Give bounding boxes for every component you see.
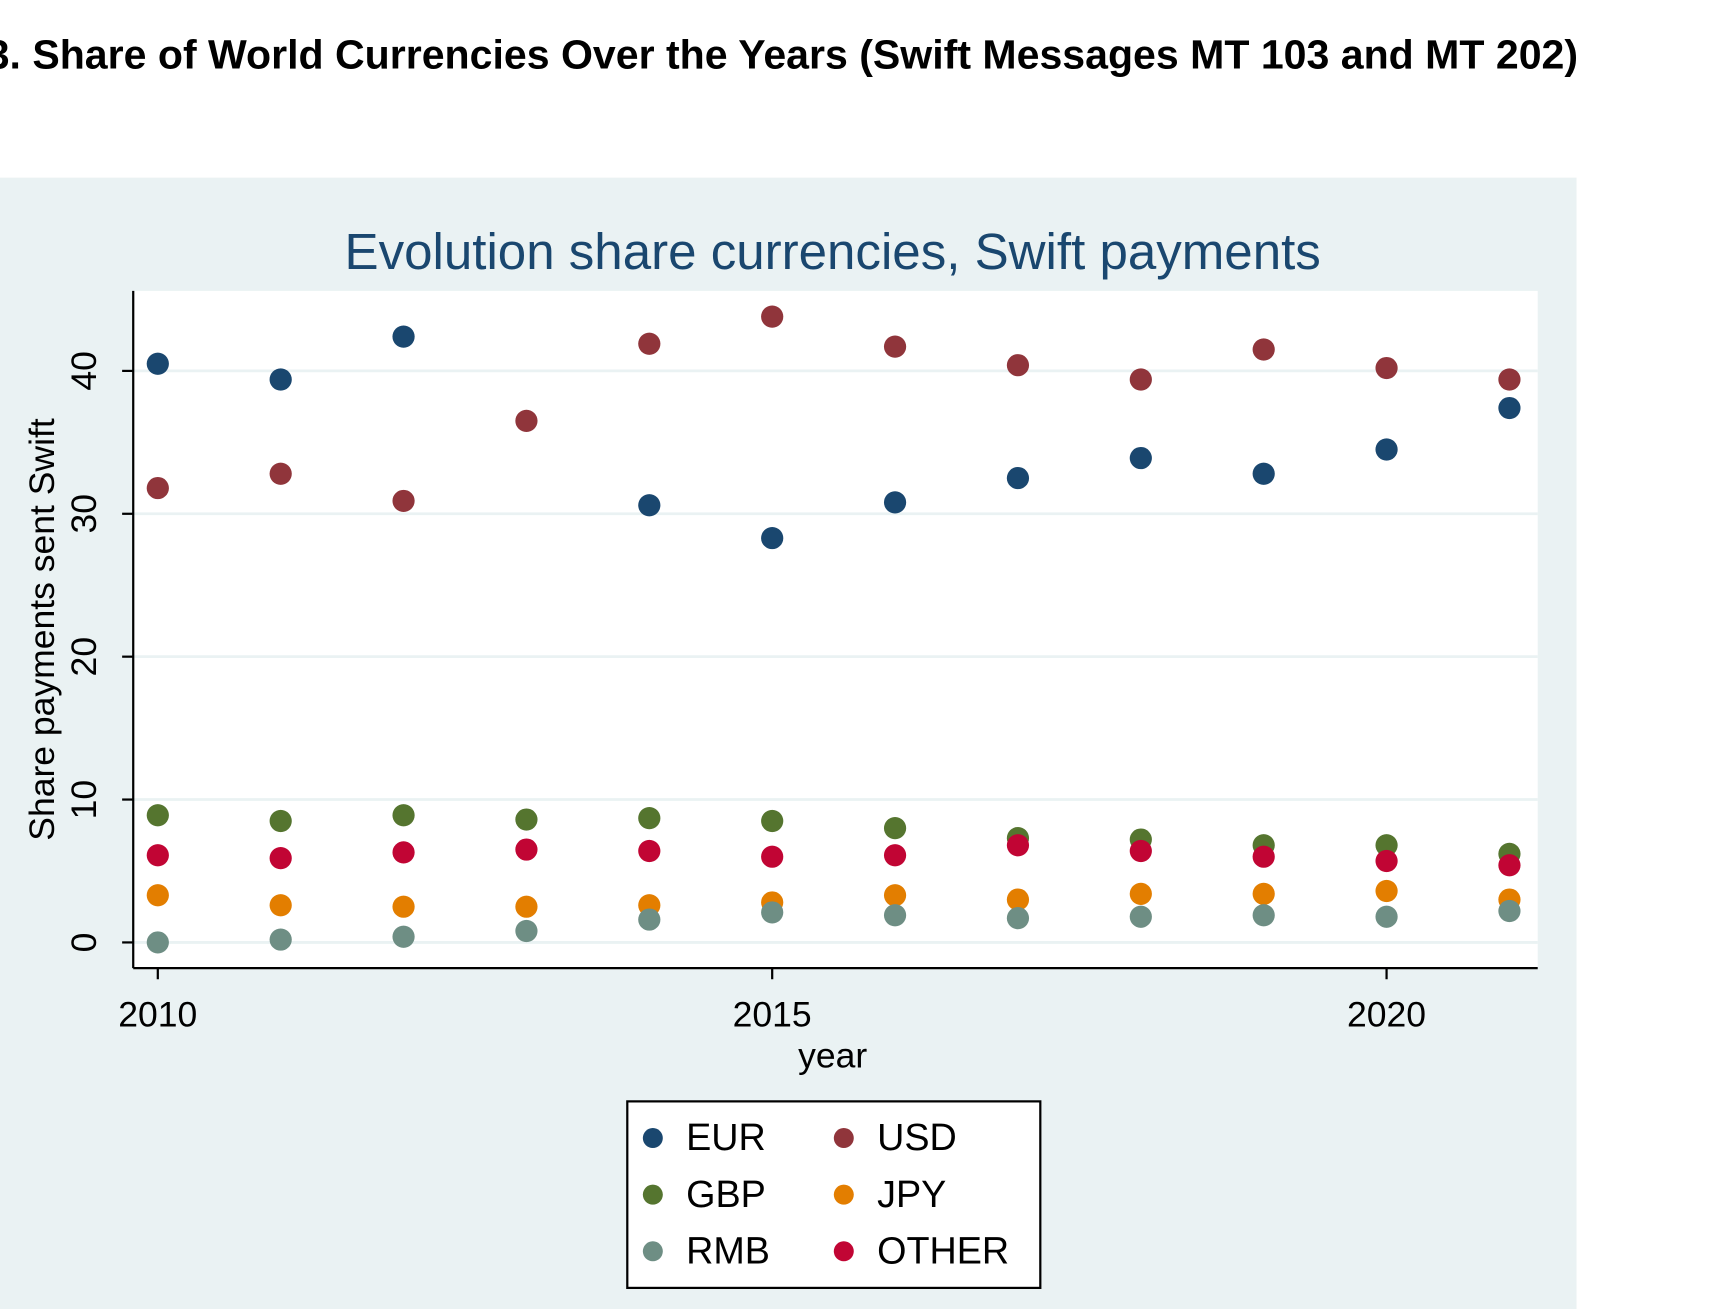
legend-marker [833,1241,854,1262]
x-tick-label: 2010 [118,994,197,1034]
data-point [883,884,907,907]
data-point [638,332,661,355]
legend-marker [833,1184,854,1205]
data-point [392,895,415,918]
data-point [1006,907,1030,930]
x-tick-label: 2020 [1347,994,1426,1034]
data-point [638,839,661,863]
data-point [269,462,292,485]
figure-heading: 3. Share of World Currencies Over the Ye… [0,32,1578,78]
data-point [269,847,292,870]
data-point [269,809,292,833]
data-point [269,894,292,917]
data-point [883,491,907,514]
data-point [1375,834,1398,857]
x-axis-label: year [798,1035,867,1075]
data-point [146,884,169,907]
data-point [883,335,907,358]
legend-marker [642,1184,663,1205]
data-point [1252,845,1275,868]
data-point [1129,905,1152,928]
data-point [146,352,169,375]
legend-marker [642,1128,663,1149]
legend-label: RMB [686,1229,770,1271]
data-point [638,807,661,830]
legend-label: GBP [686,1173,766,1215]
data-point [1129,368,1152,391]
data-point [1006,354,1030,377]
data-point [515,919,538,943]
y-tick-label: 30 [64,494,104,534]
y-tick-label: 0 [64,933,104,953]
data-point [1375,879,1398,903]
data-point [1252,338,1275,361]
data-point [761,305,784,328]
data-point [515,838,538,861]
data-point [146,476,169,500]
data-point [392,804,415,827]
y-tick-label: 40 [64,351,104,391]
legend-label: OTHER [877,1229,1009,1271]
data-point [638,494,661,517]
legend-label: JPY [877,1173,946,1215]
data-point [1498,854,1521,877]
y-tick-label: 20 [64,637,104,677]
data-point [761,901,784,924]
y-tick-label: 10 [64,780,104,820]
data-point [146,844,169,867]
data-point [1252,882,1275,905]
plot-area [133,290,1538,969]
legend-marker [833,1128,854,1149]
data-point [1006,834,1030,857]
data-point [1129,446,1152,470]
legend-label: EUR [686,1116,766,1158]
legend-label: USD [877,1116,957,1158]
data-point [1006,888,1030,911]
data-point [392,841,415,864]
data-point [392,925,415,948]
data-point [146,804,169,827]
data-point [269,928,292,951]
data-point [1498,899,1521,923]
data-point [1006,466,1030,490]
data-point [515,409,538,433]
data-point [883,904,907,927]
data-point [1498,396,1521,420]
data-point [1375,849,1398,873]
data-point [146,931,169,954]
y-axis-label: Share payments sent Swift [22,418,62,841]
data-point [638,908,661,931]
data-point [515,895,538,918]
data-point [761,845,784,868]
data-point [392,325,415,348]
data-point [515,808,538,831]
data-point [392,489,415,513]
chart-title: Evolution share currencies, Swift paymen… [345,223,1321,280]
x-tick-label: 2015 [733,994,812,1034]
data-point [761,526,784,550]
data-point [883,817,907,840]
legend-marker [642,1241,663,1262]
data-point [1252,462,1275,485]
data-point [1129,882,1152,905]
data-point [1498,368,1521,391]
data-point [883,844,907,867]
data-point [1375,905,1398,928]
data-point [1375,438,1398,461]
data-point [1129,839,1152,863]
data-point [761,809,784,833]
data-point [1375,356,1398,380]
data-point [1252,904,1275,927]
data-point [269,368,292,391]
